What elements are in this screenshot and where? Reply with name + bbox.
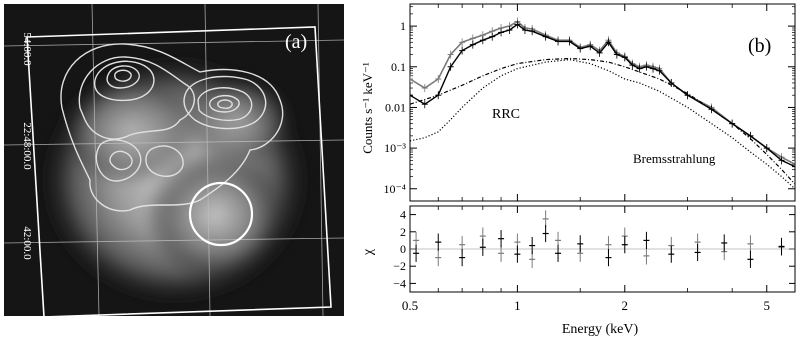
residual-tick-label: 4: [400, 208, 406, 222]
panel-a-image: (a) 54:00.0 22:48:00.0 42:00.0 36.0 6:17…: [4, 4, 344, 335]
residual-tick-label: 0: [400, 242, 406, 256]
bremsstrahlung-annotation: Bremsstrahlung: [633, 151, 716, 166]
residual-y-axis-ticks: 4 2 0 −2 −4: [393, 208, 795, 290]
residual-tick-label: −2: [393, 259, 406, 273]
spectrum-series: [410, 17, 795, 190]
dec-tick-label: 22:48:00.0: [21, 122, 33, 170]
dec-tick-label: 42:00.0: [21, 226, 33, 260]
y-tick-label: 0.1: [391, 60, 406, 74]
rrc-annotation: RRC: [492, 107, 520, 122]
dec-tick-label: 54:00.0: [21, 32, 33, 66]
series-data-grey: [410, 20, 795, 166]
extraction-region-circle: [188, 181, 254, 247]
series-rrc: [410, 58, 795, 190]
y-axis-label: Counts s⁻¹ keV⁻¹: [360, 62, 375, 154]
ra-tick-label: 6:17:04.0: [182, 321, 228, 335]
coordinate-grid: [4, 4, 344, 316]
y-tick-label: 0.01: [385, 100, 406, 114]
y-tick-label: 10⁻⁴: [383, 182, 406, 196]
residual-series: [413, 210, 785, 268]
x-tick-label: 0.5: [402, 298, 418, 313]
spectrum-y-axis-ticks: 1 0.1 0.01 10⁻³ 10⁻⁴: [383, 6, 795, 196]
y-tick-label: 1: [400, 19, 406, 33]
residual-tick-label: −4: [393, 276, 406, 290]
contour-lines: [60, 43, 284, 212]
panel-a-label: (a): [285, 31, 307, 53]
y-tick-label: 10⁻³: [384, 141, 406, 155]
x-tick-label: 5: [764, 298, 771, 313]
x-axis-label: Energy (keV): [562, 322, 639, 337]
panel-b-label: (b): [748, 35, 771, 57]
energy-axis-ticks: 0.5 1 2 5: [402, 4, 796, 313]
ra-tick-label: 16:32.0: [300, 321, 336, 335]
panel-b: 1 0.1 0.01 10⁻³ 10⁻⁴ 4 2 0 −2 −4 0.5 1 2 5 RRC Brem…: [360, 3, 796, 337]
residual-tick-label: 2: [400, 225, 406, 239]
x-tick-label: 1: [514, 298, 521, 313]
residual-axis-label: χ: [361, 248, 376, 256]
field-of-view-outline: [26, 26, 332, 316]
x-tick-label: 2: [622, 298, 629, 313]
series-data-black: [410, 23, 795, 168]
ra-tick-label: 36.0: [75, 321, 96, 335]
series-bremsstrahlung: [410, 57, 795, 185]
spectrum-plot-frame: [409, 3, 796, 202]
